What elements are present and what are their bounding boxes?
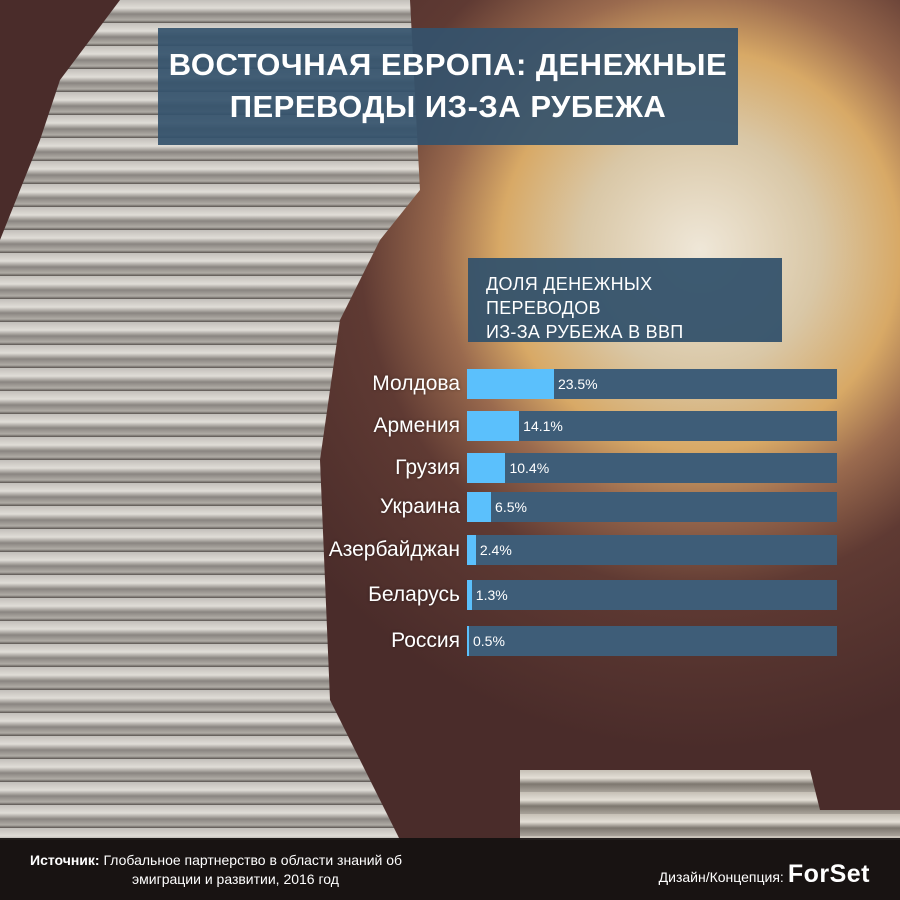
bar-track: 10.4% xyxy=(467,453,837,483)
bar-row: Молдова 23.5% xyxy=(0,369,900,399)
page-title: ВОСТОЧНАЯ ЕВРОПА: ДЕНЕЖНЫЕ ПЕРЕВОДЫ ИЗ-З… xyxy=(158,28,738,145)
bar-fill xyxy=(467,369,554,399)
bar-fill xyxy=(467,411,520,441)
value-label: 0.5% xyxy=(473,633,505,649)
category-label: Азербайджан xyxy=(328,538,460,561)
bar-track: 23.5% xyxy=(467,369,837,399)
footer: Источник: Глобальное партнерство в облас… xyxy=(0,838,900,900)
bar-track: 6.5% xyxy=(467,492,837,522)
chart-title-line-2: ИЗ-ЗА РУБЕЖА В ВВП xyxy=(486,322,684,342)
category-label: Украина xyxy=(380,495,460,518)
category-label: Грузия xyxy=(395,456,460,479)
value-label: 6.5% xyxy=(495,499,527,515)
title-line-2: ПЕРЕВОДЫ ИЗ-ЗА РУБЕЖА xyxy=(229,89,667,124)
bar-row: Украина 6.5% xyxy=(0,492,900,522)
bar-track: 0.5% xyxy=(467,626,837,656)
bar-track: 14.1% xyxy=(467,411,837,441)
bar-row: Азербайджан 2.4% xyxy=(0,535,900,565)
source-label: Источник: xyxy=(30,852,100,868)
category-label: Беларусь xyxy=(368,583,460,606)
bar-fill xyxy=(467,453,506,483)
design-label: Дизайн/Концепция: xyxy=(658,869,784,885)
title-line-1: ВОСТОЧНАЯ ЕВРОПА: ДЕНЕЖНЫЕ xyxy=(168,47,728,82)
background-coins-small xyxy=(520,770,900,840)
source-note: Источник: Глобальное партнерство в облас… xyxy=(30,851,402,889)
source-text-2: эмиграции и развитии, 2016 год xyxy=(132,871,339,887)
value-label: 10.4% xyxy=(509,460,550,476)
bar-track: 1.3% xyxy=(467,580,837,610)
value-label: 1.3% xyxy=(475,587,508,603)
category-label: Армения xyxy=(373,414,460,437)
bar-fill xyxy=(467,535,476,565)
bar-track: 2.4% xyxy=(467,535,837,565)
bar-row: Армения 14.1% xyxy=(0,411,900,441)
bar-fill xyxy=(467,492,492,522)
category-label: Россия xyxy=(391,629,460,652)
bar-row: Россия 0.5% xyxy=(0,626,900,656)
source-text-1: Глобальное партнерство в области знаний … xyxy=(103,852,403,868)
design-credit: Дизайн/Концепция: ForSet xyxy=(659,860,870,889)
bar-row: Беларусь 1.3% xyxy=(0,580,900,610)
value-label: 2.4% xyxy=(479,542,512,558)
bar-fill xyxy=(467,626,469,656)
value-label: 14.1% xyxy=(523,418,563,434)
category-label: Молдова xyxy=(372,372,460,395)
chart-title-line-1: ДОЛЯ ДЕНЕЖНЫХ ПЕРЕВОДОВ xyxy=(486,274,653,318)
value-label: 23.5% xyxy=(557,376,598,392)
bar-fill xyxy=(467,580,472,610)
bar-row: Грузия 10.4% xyxy=(0,453,900,483)
chart-title: ДОЛЯ ДЕНЕЖНЫХ ПЕРЕВОДОВ ИЗ-ЗА РУБЕЖА В В… xyxy=(468,258,782,342)
forset-logo: ForSet xyxy=(787,860,870,888)
